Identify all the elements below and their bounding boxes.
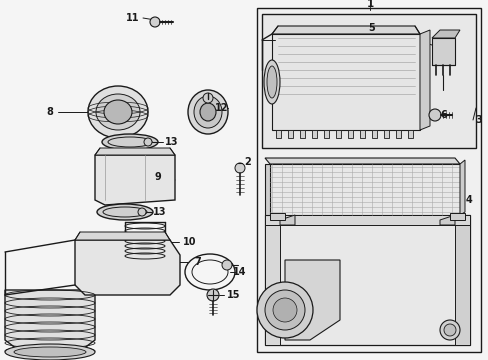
Text: 13: 13 bbox=[165, 137, 179, 147]
Polygon shape bbox=[335, 130, 340, 138]
Polygon shape bbox=[311, 130, 316, 138]
Ellipse shape bbox=[266, 66, 276, 98]
Text: 15: 15 bbox=[227, 290, 240, 300]
Text: 12: 12 bbox=[215, 103, 228, 113]
Text: 13: 13 bbox=[153, 207, 166, 217]
Text: 3: 3 bbox=[475, 115, 481, 125]
Polygon shape bbox=[5, 290, 95, 355]
Ellipse shape bbox=[264, 290, 305, 330]
Polygon shape bbox=[371, 130, 376, 138]
Polygon shape bbox=[264, 158, 459, 164]
Polygon shape bbox=[459, 160, 464, 215]
Ellipse shape bbox=[102, 134, 158, 150]
Polygon shape bbox=[285, 260, 339, 340]
Circle shape bbox=[138, 208, 146, 216]
Ellipse shape bbox=[200, 103, 216, 121]
Polygon shape bbox=[359, 130, 364, 138]
Polygon shape bbox=[269, 164, 459, 215]
Circle shape bbox=[206, 289, 219, 301]
Text: 8: 8 bbox=[46, 107, 53, 117]
Circle shape bbox=[222, 260, 231, 270]
Text: 7: 7 bbox=[194, 257, 201, 267]
Polygon shape bbox=[75, 240, 180, 295]
Text: 10: 10 bbox=[183, 237, 196, 247]
Text: 9: 9 bbox=[154, 172, 161, 182]
Text: 2: 2 bbox=[244, 157, 251, 167]
Polygon shape bbox=[347, 130, 352, 138]
Polygon shape bbox=[271, 34, 419, 130]
Polygon shape bbox=[299, 130, 305, 138]
Polygon shape bbox=[383, 130, 388, 138]
Bar bbox=[262, 14, 475, 148]
Ellipse shape bbox=[187, 90, 227, 134]
Bar bbox=[257, 8, 480, 352]
Ellipse shape bbox=[104, 100, 132, 124]
Circle shape bbox=[143, 138, 152, 146]
Ellipse shape bbox=[96, 94, 140, 130]
Ellipse shape bbox=[97, 204, 153, 220]
Polygon shape bbox=[264, 164, 269, 215]
Ellipse shape bbox=[257, 282, 312, 338]
Polygon shape bbox=[264, 225, 280, 345]
Polygon shape bbox=[75, 232, 170, 240]
Polygon shape bbox=[271, 26, 419, 34]
Polygon shape bbox=[431, 38, 454, 65]
Circle shape bbox=[150, 17, 160, 27]
Polygon shape bbox=[439, 215, 454, 225]
Text: 6: 6 bbox=[439, 110, 446, 120]
Polygon shape bbox=[449, 213, 464, 220]
Ellipse shape bbox=[272, 298, 296, 322]
Ellipse shape bbox=[264, 60, 280, 104]
Polygon shape bbox=[395, 130, 400, 138]
Polygon shape bbox=[324, 130, 328, 138]
Ellipse shape bbox=[88, 86, 148, 138]
Polygon shape bbox=[287, 130, 292, 138]
Text: 4: 4 bbox=[465, 195, 471, 205]
Polygon shape bbox=[264, 215, 469, 225]
Circle shape bbox=[203, 93, 213, 103]
Polygon shape bbox=[280, 215, 294, 225]
Circle shape bbox=[443, 324, 455, 336]
Text: 11: 11 bbox=[126, 13, 140, 23]
Text: 1: 1 bbox=[366, 0, 373, 9]
Polygon shape bbox=[454, 225, 469, 345]
Polygon shape bbox=[275, 130, 281, 138]
Text: 14: 14 bbox=[233, 267, 246, 277]
Ellipse shape bbox=[194, 96, 222, 128]
Polygon shape bbox=[95, 155, 175, 205]
Text: 5: 5 bbox=[368, 23, 375, 33]
Circle shape bbox=[428, 109, 440, 121]
Polygon shape bbox=[431, 30, 459, 38]
Ellipse shape bbox=[5, 344, 95, 360]
Circle shape bbox=[235, 163, 244, 173]
Polygon shape bbox=[419, 30, 429, 130]
Polygon shape bbox=[95, 148, 175, 155]
Polygon shape bbox=[269, 213, 285, 220]
Ellipse shape bbox=[14, 347, 86, 357]
Circle shape bbox=[439, 320, 459, 340]
Polygon shape bbox=[264, 215, 469, 345]
Polygon shape bbox=[407, 130, 412, 138]
